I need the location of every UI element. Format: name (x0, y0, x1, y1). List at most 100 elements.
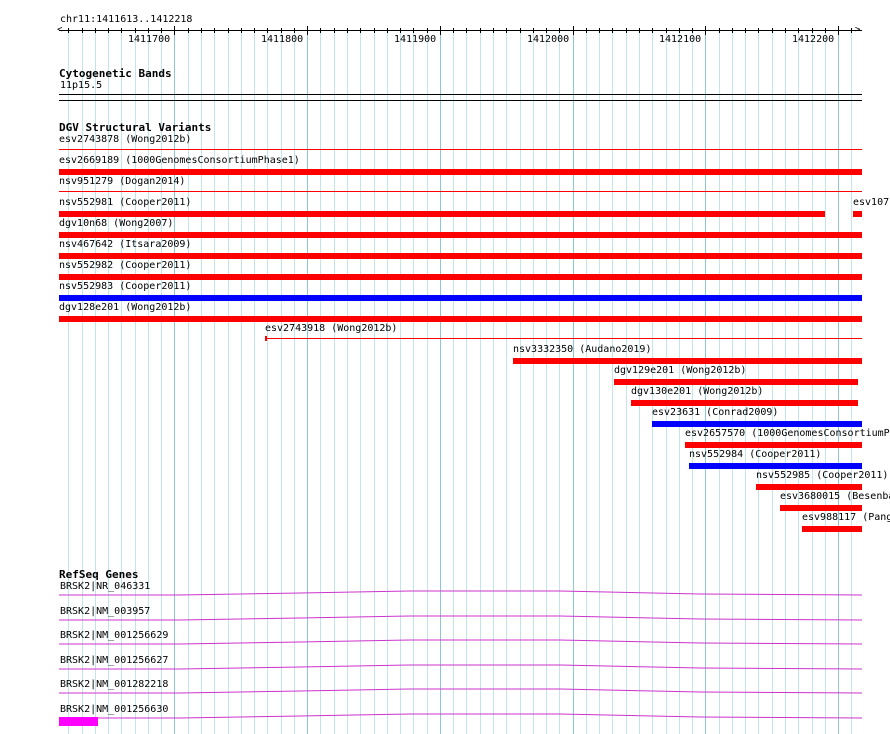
sv-feature-bar[interactable] (652, 421, 862, 427)
ruler-tick (679, 28, 680, 33)
grid-line (267, 30, 268, 734)
ruler-tick (294, 28, 295, 33)
gene-intron-line[interactable] (0, 638, 890, 658)
sv-feature-bar[interactable] (59, 274, 862, 280)
ruler-tick (772, 28, 773, 33)
grid-line (480, 30, 481, 734)
sv-feature-label: esv3680015 (Besenba (780, 491, 890, 502)
sv-feature-bar[interactable] (59, 295, 862, 301)
sv-feature-bar[interactable] (59, 232, 862, 238)
grid-line (241, 30, 242, 734)
sv-feature-label: nsv552984 (Cooper2011) (689, 449, 822, 460)
ruler-tick (387, 28, 388, 33)
ruler-tick (427, 28, 428, 33)
ruler-tick-label: 1412100 (659, 34, 702, 45)
sv-feature-bar[interactable] (513, 358, 862, 364)
ruler-axis (59, 30, 862, 31)
grid-line (320, 30, 321, 734)
sv-feature-label: dgv10n68 (Wong2007) (59, 218, 174, 229)
ruler-tick (121, 28, 122, 33)
sv-feature-bar[interactable] (59, 316, 862, 322)
ruler-tick (254, 28, 255, 33)
gene-label: BRSK2|NM_001256627 (60, 654, 169, 666)
grid-line (400, 30, 401, 734)
sv-feature-line[interactable] (265, 338, 862, 339)
gene-label: BRSK2|NM_003957 (60, 605, 151, 617)
grid-line (294, 30, 295, 734)
ruler-tick (188, 28, 189, 33)
sv-feature-bar[interactable] (780, 505, 862, 511)
gene-intron-line[interactable] (0, 614, 890, 634)
grid-line (387, 30, 388, 734)
ruler-tick (559, 28, 560, 33)
grid-line (612, 30, 613, 734)
sv-feature-bar[interactable] (59, 211, 825, 217)
grid-line (68, 30, 69, 734)
sv-feature-start-mark (265, 336, 267, 341)
location-label: chr11:1411613..1412218 (60, 14, 193, 25)
ruler-tick (161, 28, 162, 33)
gene-label: BRSK2|NM_001256629 (60, 630, 169, 641)
ruler-tick (798, 28, 799, 33)
sv-feature-label: esv2743878 (Wong2012b) (59, 134, 192, 145)
gene-label: BRSK2|NM_001256630 (60, 703, 169, 715)
ruler-tick-label: 1411800 (261, 34, 304, 45)
grid-line (82, 30, 83, 734)
ruler-tick (440, 26, 441, 35)
gene-intron-line[interactable] (0, 712, 890, 732)
grid-line (135, 30, 136, 734)
ruler-tick (812, 28, 813, 33)
sv-feature-label: nsv951279 (Dogan2014) (59, 176, 186, 187)
sv-feature-label: nsv467642 (Itsara2009) (59, 239, 192, 250)
grid-line (586, 30, 587, 734)
ruler-tick (573, 26, 574, 35)
ruler-tick (851, 28, 852, 33)
gene-intron-path (59, 713, 863, 718)
sv-feature-bar[interactable] (756, 484, 862, 490)
grid-line (148, 30, 149, 734)
grid-line (174, 30, 175, 734)
sv-feature-bar[interactable] (631, 400, 858, 406)
ruler-right-arrow-icon: > (855, 25, 861, 35)
ruler-tick (400, 28, 401, 33)
ruler-tick (533, 28, 534, 33)
ruler-tick (626, 28, 627, 33)
sv-feature-bar[interactable] (802, 526, 862, 532)
sv-feature-bar[interactable] (853, 211, 862, 217)
ruler-tick-label: 1412200 (792, 34, 835, 45)
sv-feature-bar[interactable] (689, 463, 862, 469)
sv-feature-bar[interactable] (685, 442, 862, 448)
sv-feature-label: esv107 (853, 197, 890, 208)
gene-intron-path (59, 615, 863, 620)
ruler-tick (320, 28, 321, 33)
gene-intron-line[interactable] (0, 589, 890, 609)
sv-feature-line[interactable] (59, 149, 862, 150)
ruler-tick (639, 28, 640, 33)
ruler-tick (758, 28, 759, 33)
sv-feature-bar[interactable] (614, 379, 858, 385)
ruler-tick (732, 28, 733, 33)
grid-line (374, 30, 375, 734)
ruler-tick (785, 28, 786, 33)
gene-intron-path (59, 688, 863, 694)
grid-line (188, 30, 189, 734)
sv-feature-line[interactable] (59, 191, 862, 192)
gene-intron-line[interactable] (0, 663, 890, 683)
grid-line (228, 30, 229, 734)
ruler-tick (586, 28, 587, 33)
sv-feature-label: nsv552982 (Cooper2011) (59, 260, 192, 271)
sv-feature-bar[interactable] (59, 253, 862, 259)
grid-line (95, 30, 96, 734)
gene-exon-block[interactable] (59, 716, 98, 726)
ruler-tick (745, 28, 746, 33)
ruler-tick (241, 28, 242, 33)
gene-intron-path (59, 590, 863, 596)
sv-feature-label: nsv552985 (Cooper2011) (756, 470, 889, 481)
grid-line (559, 30, 560, 734)
ruler-tick (214, 28, 215, 33)
gene-intron-line[interactable] (0, 687, 890, 707)
ruler-tick (267, 28, 268, 33)
ruler-tick (612, 28, 613, 33)
sv-feature-bar[interactable] (59, 169, 862, 175)
